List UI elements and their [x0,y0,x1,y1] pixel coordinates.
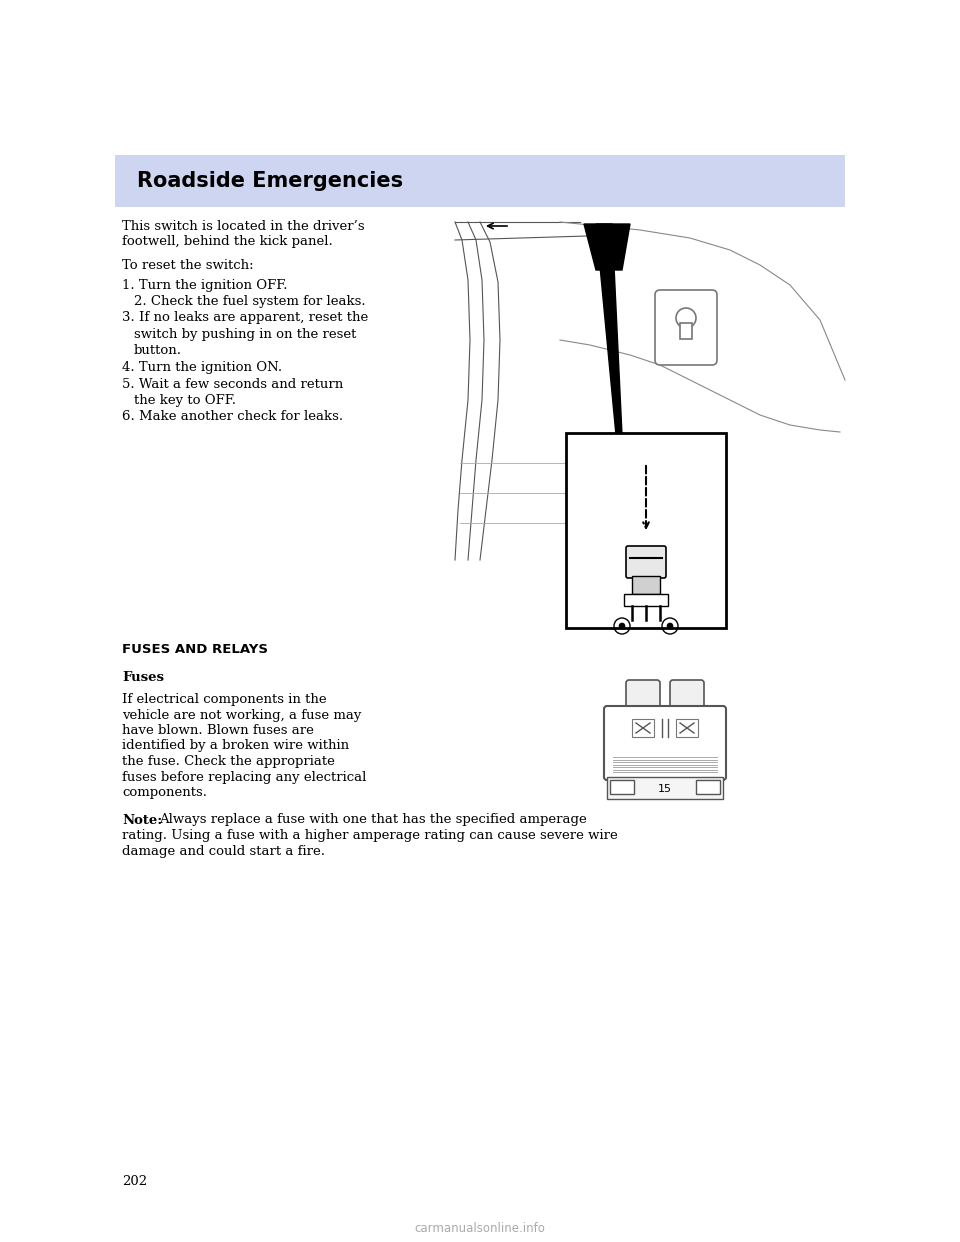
Text: damage and could start a fire.: damage and could start a fire. [122,845,325,857]
Text: the key to OFF.: the key to OFF. [134,394,236,407]
FancyBboxPatch shape [604,705,726,780]
Text: Fuses: Fuses [122,671,164,684]
Bar [696,780,720,794]
Text: 5. Wait a few seconds and return: 5. Wait a few seconds and return [122,378,344,390]
Bar [632,719,654,737]
Text: To reset the switch:: To reset the switch: [122,260,253,272]
Bar [607,777,723,799]
Bar [632,576,660,594]
Text: Roadside Emergencies: Roadside Emergencies [137,171,403,191]
Circle shape [619,623,625,628]
Text: carmanualsonline.info: carmanualsonline.info [415,1222,545,1235]
Text: FUSES AND RELAYS: FUSES AND RELAYS [122,643,268,656]
Text: components.: components. [122,786,207,799]
FancyBboxPatch shape [655,289,717,365]
Text: This switch is located in the driver’s: This switch is located in the driver’s [122,220,365,233]
Bar [566,433,726,628]
Bar [624,594,668,606]
Text: Always replace a fuse with one that has the specified amperage: Always replace a fuse with one that has … [159,814,587,826]
FancyBboxPatch shape [626,681,660,720]
Text: 15: 15 [658,784,672,794]
Bar [680,323,692,339]
Text: 1. Turn the ignition OFF.: 1. Turn the ignition OFF. [122,278,287,292]
Text: vehicle are not working, a fuse may: vehicle are not working, a fuse may [122,708,361,722]
Text: Note:: Note: [122,814,162,826]
Text: have blown. Blown fuses are: have blown. Blown fuses are [122,724,314,737]
Bar [610,780,634,794]
Text: rating. Using a fuse with a higher amperage rating can cause severe wire: rating. Using a fuse with a higher amper… [122,828,617,842]
Text: 2. Check the fuel system for leaks.: 2. Check the fuel system for leaks. [134,296,366,308]
Polygon shape [596,224,622,435]
Text: 3. If no leaks are apparent, reset the: 3. If no leaks are apparent, reset the [122,312,369,324]
Text: identified by a broken wire within: identified by a broken wire within [122,739,349,753]
Text: fuses before replacing any electrical: fuses before replacing any electrical [122,770,367,784]
Text: button.: button. [134,344,182,358]
Text: footwell, behind the kick panel.: footwell, behind the kick panel. [122,236,333,248]
Text: 4. Turn the ignition ON.: 4. Turn the ignition ON. [122,361,282,374]
Text: 202: 202 [122,1175,147,1189]
Text: switch by pushing in on the reset: switch by pushing in on the reset [134,328,356,342]
FancyBboxPatch shape [626,546,666,578]
Text: 6. Make another check for leaks.: 6. Make another check for leaks. [122,411,343,424]
Circle shape [667,623,673,628]
Polygon shape [584,224,630,270]
Text: If electrical components in the: If electrical components in the [122,693,326,705]
Bar [676,719,698,737]
Text: the fuse. Check the appropriate: the fuse. Check the appropriate [122,755,335,768]
FancyBboxPatch shape [670,681,704,720]
Bar [115,155,845,207]
Bar [450,215,845,630]
